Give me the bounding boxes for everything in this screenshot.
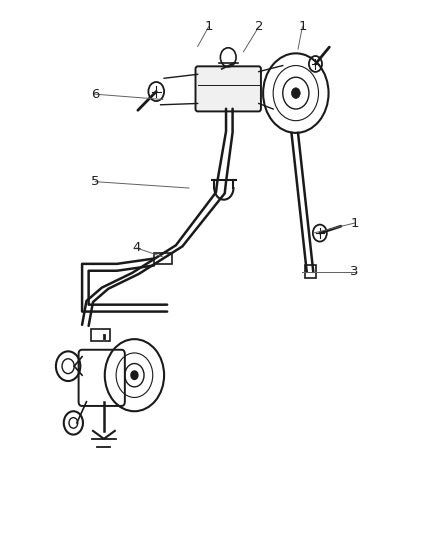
Text: 1: 1	[297, 20, 306, 34]
FancyBboxPatch shape	[195, 66, 260, 111]
Text: 5: 5	[91, 175, 99, 188]
Text: 4: 4	[132, 241, 141, 254]
Text: 1: 1	[350, 216, 358, 230]
Circle shape	[291, 88, 300, 99]
Text: 2: 2	[254, 20, 262, 34]
Bar	[305, 265, 316, 278]
Text: 6: 6	[91, 87, 99, 101]
Text: 1: 1	[204, 20, 212, 34]
Circle shape	[131, 371, 138, 379]
Text: 3: 3	[350, 265, 358, 278]
